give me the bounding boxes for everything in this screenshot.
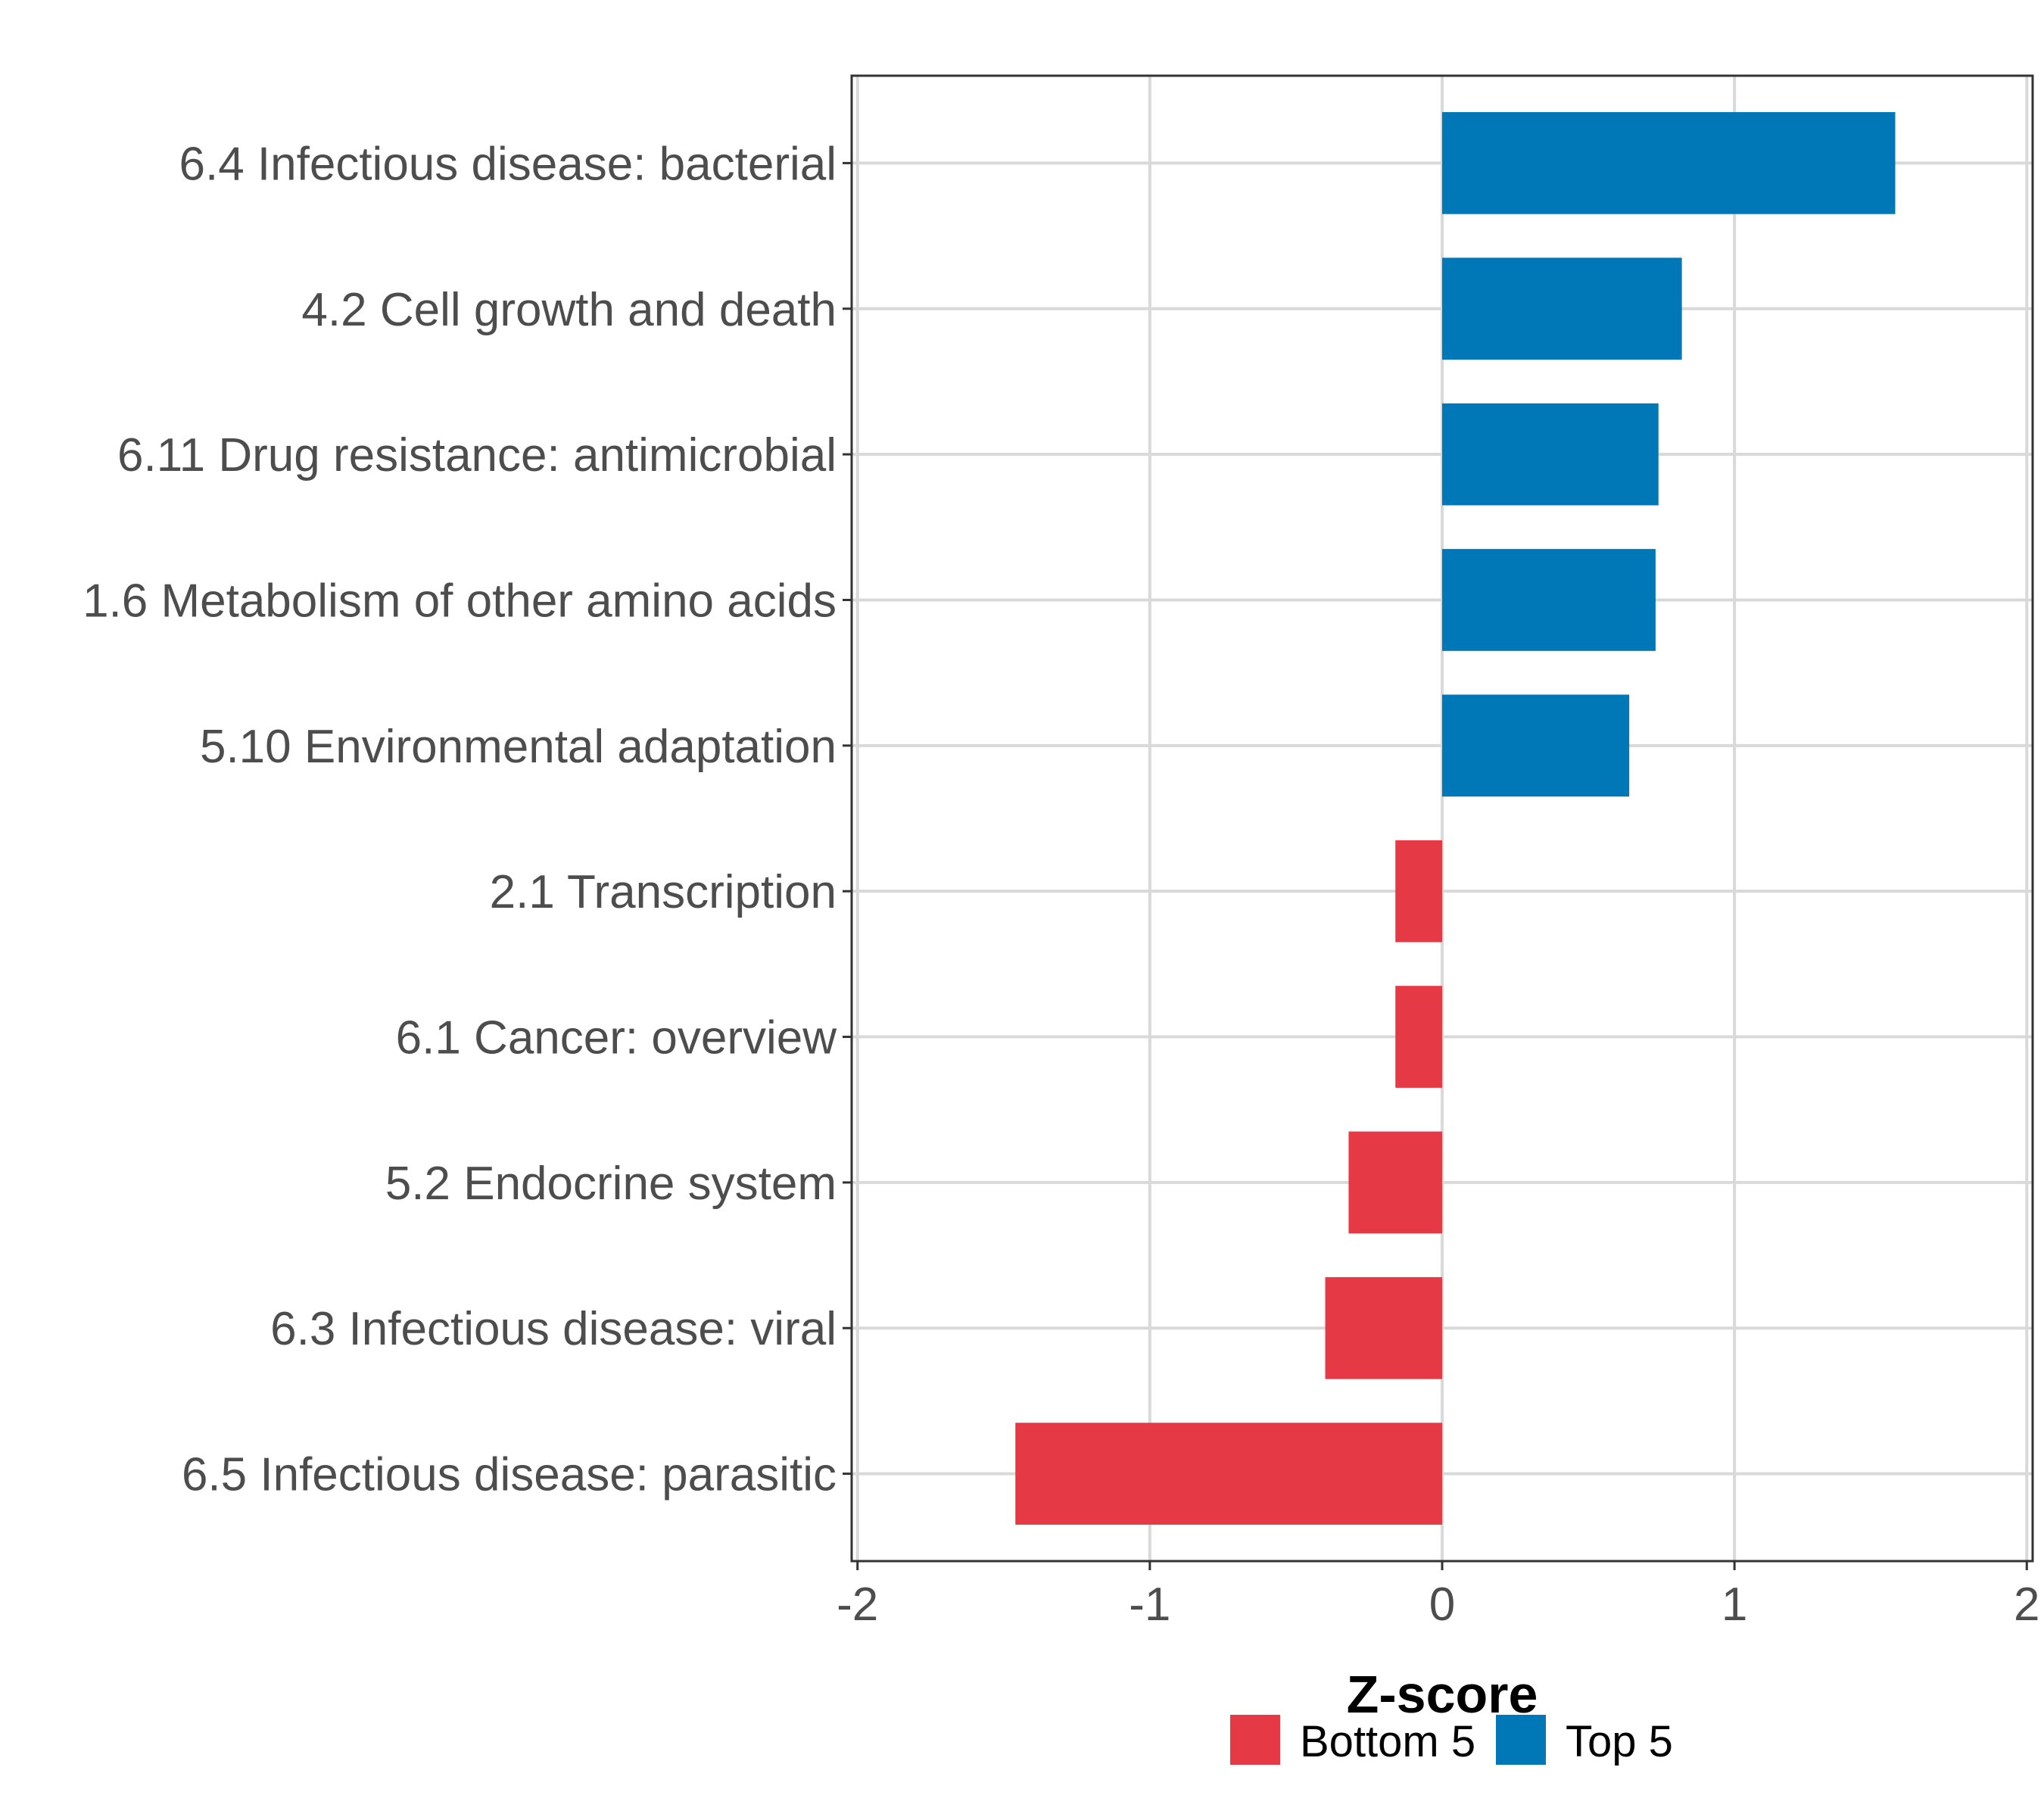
bars [1015,112,1896,1525]
x-axis: -2 -1 0 1 2 [837,1561,2040,1631]
y-tick-label: 6.4 Infectious disease: bacterial [179,138,837,190]
legend-label: Top 5 [1566,1717,1673,1766]
y-tick-label: 5.10 Environmental adaptation [200,721,837,773]
bar-bottom-6 [1395,986,1442,1088]
legend-key-top-5 [1496,1715,1546,1765]
x-tick-label: 2 [2014,1579,2039,1631]
y-tick-label: 1.6 Metabolism of other amino acids [83,575,837,627]
bar-top-3 [1442,549,1656,651]
bar-top-1 [1442,257,1682,360]
y-tick-label: 4.2 Cell growth and death [301,284,837,336]
bar-bottom-5 [1395,840,1442,943]
bar-bottom-9 [1015,1423,1442,1525]
y-axis: 6.4 Infectious disease: bacterial 4.2 Cel… [83,138,852,1501]
bar-top-2 [1442,403,1659,506]
x-tick-label: -2 [837,1579,878,1631]
bar-top-4 [1442,694,1630,797]
x-tick-label: -1 [1129,1579,1170,1631]
x-tick-label: 0 [1429,1579,1455,1631]
y-tick-label: 6.5 Infectious disease: parasitic [182,1449,837,1501]
y-tick-label: 6.3 Infectious disease: viral [270,1303,837,1355]
legend-key-bottom-5 [1230,1715,1280,1765]
bar-top-0 [1442,112,1896,214]
legend: Bottom 5 Top 5 [1230,1715,1673,1766]
y-tick-label: 2.1 Transcription [490,866,837,918]
x-tick-label: 1 [1722,1579,1747,1631]
bar-bottom-7 [1348,1131,1442,1234]
legend-label: Bottom 5 [1300,1717,1475,1766]
x-axis-title: Z-score [1347,1665,1538,1724]
y-tick-label: 6.11 Drug resistance: antimicrobial [117,429,837,482]
bar-bottom-8 [1325,1276,1442,1379]
y-tick-label: 6.1 Cancer: overview [396,1012,837,1064]
y-tick-label: 5.2 Endocrine system [385,1158,837,1210]
